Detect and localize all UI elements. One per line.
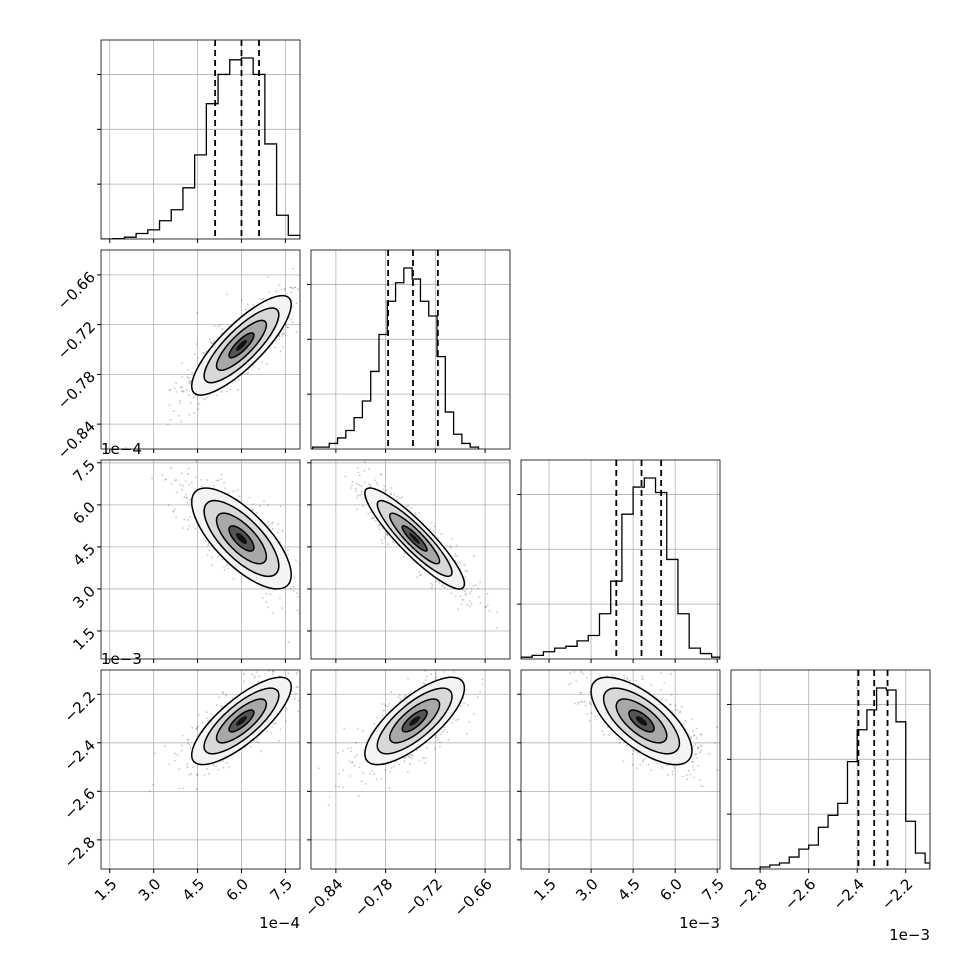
y-tick-label: −2.2 [61,688,99,726]
contour-2 [203,307,280,384]
x-tick-label: 1.5 [530,875,560,905]
contour-1 [389,698,441,744]
panel-frame [520,459,721,660]
contour-2 [203,499,280,578]
y-tick-label: 3.0 [69,582,99,612]
y-tick-label: −2.6 [61,785,99,823]
offset-label: 1e−4 [101,440,142,458]
histogram-panel-1 [307,249,511,453]
contour-2 [376,687,453,755]
contour-2 [376,499,453,578]
contour-2 [602,687,681,755]
contour-3 [190,487,292,590]
x-tick-label: −0.84 [301,875,346,920]
histogram-step-0 [101,57,300,239]
offset-label: 1e−3 [101,650,142,668]
contour-0 [628,709,655,733]
contour-1 [215,319,268,371]
x-tick-label: −2.6 [781,875,819,913]
panel-frame [100,39,301,240]
x-tick-label: 7.5 [267,875,297,905]
density-fill-4 [235,532,247,545]
y-tick-label: 4.5 [69,540,99,570]
contour-1 [215,698,268,744]
histogram-step-1 [312,267,480,449]
panel-frame [730,669,931,870]
contour-0 [401,525,428,552]
density-panel-2-0 [97,459,301,663]
density-panel-3-1 [307,669,511,873]
panel-frame [310,459,511,660]
x-tick-label: −2.2 [878,875,916,913]
contour-3 [190,294,292,396]
panel-frame [100,459,301,660]
x-tick-label: −0.66 [451,875,496,920]
x-tick-label: −0.72 [401,875,446,920]
y-tick-label: −0.84 [54,417,99,462]
x-tick-label: 4.5 [614,875,644,905]
histogram-panel-2 [517,459,721,663]
density-fill-4 [409,716,421,726]
x-tick-label: −2.8 [732,875,770,913]
density-panel-1-0 [97,249,301,453]
histogram-panel-3 [727,669,931,873]
contour-3 [364,676,466,766]
contour-1 [615,698,668,744]
density-fill-4 [235,339,247,351]
density-panel-2-1 [307,459,511,663]
y-tick-label: −0.78 [54,368,99,413]
histogram-panel-0 [97,39,301,243]
y-tick-label: −0.72 [54,318,99,363]
panel-frame [310,669,511,870]
y-tick-label: −2.4 [61,736,99,774]
panel-frame [310,249,511,450]
density-panel-3-2 [517,669,721,873]
histogram-step-3 [731,687,930,869]
contour-0 [228,332,255,359]
panel-frame [100,669,301,870]
contour-2 [203,687,280,755]
x-tick-label: −2.4 [829,875,867,913]
contour-3 [190,676,292,766]
offset-label: 1e−3 [889,926,930,944]
density-fill-4 [635,716,648,726]
offset-label: 1e−3 [679,914,720,932]
density-panel-3-0 [97,669,301,873]
panel-frame [520,669,721,870]
offset-label: 1e−4 [259,914,300,932]
tick-labels-layer: −0.84−0.78−0.72−0.661.53.04.56.07.5−2.8−… [54,268,930,944]
x-tick-label: 6.0 [223,875,253,905]
y-tick-label: −2.8 [61,833,99,871]
contour-1 [389,512,441,565]
x-tick-label: 4.5 [179,875,209,905]
y-tick-label: 1.5 [69,624,99,654]
x-tick-label: 7.5 [698,875,728,905]
y-tick-label: −0.66 [54,268,99,313]
contour-1 [215,512,268,565]
panel-frame [100,249,301,450]
x-tick-label: 3.0 [572,875,602,905]
y-tick-label: 6.0 [69,498,99,528]
x-tick-label: 6.0 [656,875,686,905]
density-fill-4 [409,532,421,545]
contour-0 [228,525,255,552]
x-tick-label: 1.5 [91,875,121,905]
x-tick-label: 3.0 [135,875,165,905]
contour-0 [228,709,255,733]
histogram-step-2 [521,477,720,659]
contour-3 [590,676,693,766]
y-tick-label: 7.5 [69,456,99,486]
contour-0 [401,709,428,733]
panels-layer [97,39,931,873]
x-tick-label: −0.78 [351,875,396,920]
density-fill-4 [235,716,247,726]
contour-3 [364,487,466,590]
